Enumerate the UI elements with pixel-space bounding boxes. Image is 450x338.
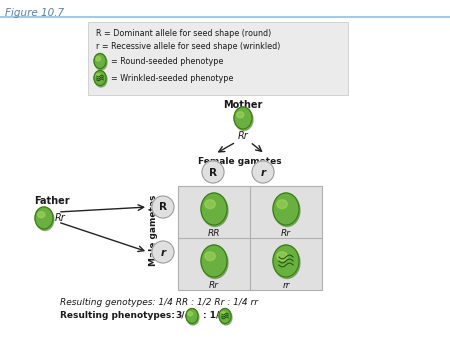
Text: RR: RR	[208, 229, 220, 238]
Text: 3/4: 3/4	[175, 311, 191, 320]
Text: Rr: Rr	[281, 229, 291, 238]
Ellipse shape	[95, 55, 107, 70]
Circle shape	[152, 241, 174, 263]
Ellipse shape	[202, 194, 228, 226]
Ellipse shape	[94, 71, 106, 86]
Ellipse shape	[219, 309, 231, 323]
Ellipse shape	[237, 112, 244, 118]
Ellipse shape	[187, 310, 199, 325]
Text: r: r	[161, 247, 166, 258]
Circle shape	[202, 161, 224, 183]
Text: Mother: Mother	[223, 100, 263, 110]
Ellipse shape	[221, 312, 225, 316]
Ellipse shape	[188, 312, 193, 316]
Text: R: R	[209, 168, 217, 177]
Text: Resulting phenotypes:: Resulting phenotypes:	[60, 311, 175, 320]
Ellipse shape	[235, 108, 253, 130]
Text: R = Dominant allele for seed shape (round): R = Dominant allele for seed shape (roun…	[96, 29, 271, 38]
Text: Male gametes: Male gametes	[148, 194, 157, 266]
Ellipse shape	[35, 207, 53, 229]
Ellipse shape	[205, 252, 215, 261]
Text: = Round-seeded phenotype: = Round-seeded phenotype	[111, 57, 223, 66]
Text: Rr: Rr	[209, 281, 219, 290]
FancyBboxPatch shape	[178, 186, 322, 290]
Text: : 1/4: : 1/4	[203, 311, 225, 320]
Text: R: R	[159, 202, 167, 213]
Ellipse shape	[273, 245, 299, 277]
Text: r: r	[261, 168, 265, 177]
Ellipse shape	[186, 309, 198, 323]
Text: r = Recessive allele for seed shape (wrinkled): r = Recessive allele for seed shape (wri…	[96, 42, 280, 51]
Text: rr: rr	[282, 281, 290, 290]
Ellipse shape	[277, 200, 287, 209]
Ellipse shape	[220, 310, 232, 325]
Ellipse shape	[277, 252, 287, 261]
Ellipse shape	[96, 74, 101, 78]
Ellipse shape	[202, 246, 228, 279]
FancyBboxPatch shape	[88, 22, 348, 95]
Ellipse shape	[234, 107, 252, 129]
Ellipse shape	[274, 194, 300, 226]
Ellipse shape	[201, 245, 227, 277]
Text: Rr: Rr	[238, 131, 248, 141]
Text: = Wrinkled-seeded phenotype: = Wrinkled-seeded phenotype	[111, 74, 234, 83]
Text: Female gametes: Female gametes	[198, 157, 282, 166]
Circle shape	[252, 161, 274, 183]
Text: Figure 10.7: Figure 10.7	[5, 8, 64, 18]
Ellipse shape	[201, 193, 227, 225]
Circle shape	[152, 196, 174, 218]
Text: Father: Father	[34, 196, 70, 206]
Ellipse shape	[94, 53, 106, 69]
Ellipse shape	[36, 209, 54, 231]
Ellipse shape	[95, 72, 107, 87]
Ellipse shape	[273, 193, 299, 225]
Ellipse shape	[205, 200, 215, 209]
Ellipse shape	[38, 212, 45, 218]
Ellipse shape	[274, 246, 300, 279]
Text: Rr: Rr	[55, 213, 66, 223]
Ellipse shape	[96, 57, 101, 61]
Text: Resulting genotypes: 1/4 RR : 1/2 Rr : 1/4 rr: Resulting genotypes: 1/4 RR : 1/2 Rr : 1…	[60, 298, 258, 307]
